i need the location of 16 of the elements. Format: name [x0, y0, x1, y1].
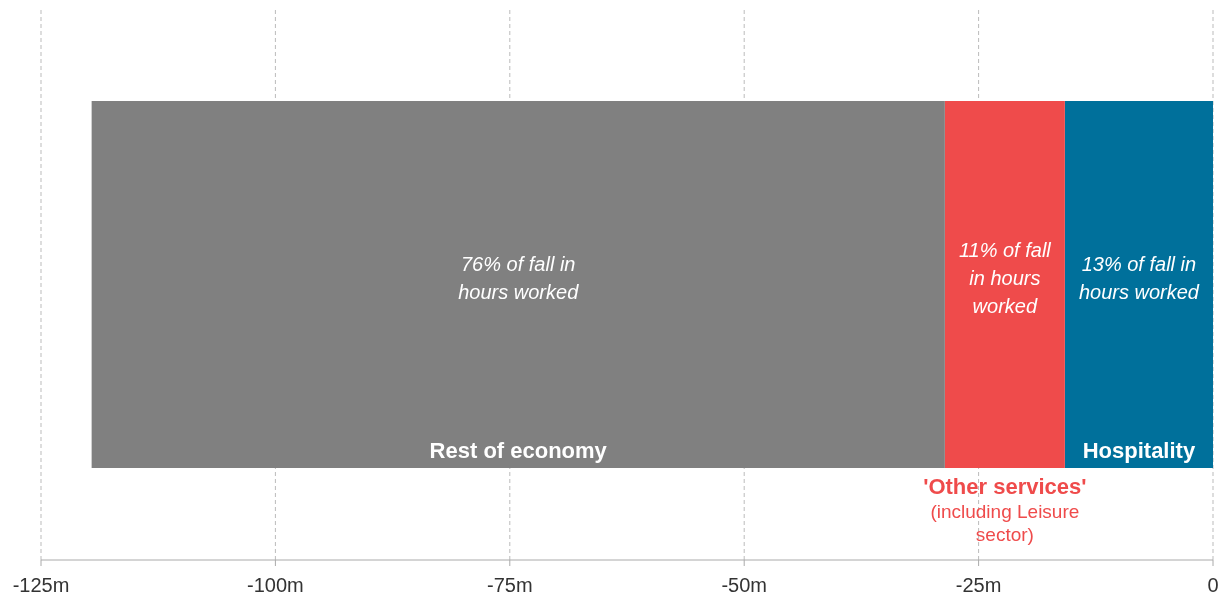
- annotation: 11% of fall in hours worked: [958, 238, 1052, 317]
- x-tick-label: -100m: [247, 574, 304, 596]
- x-tick-label: 0: [1207, 574, 1219, 596]
- bar: [91, 101, 945, 468]
- bar: [944, 101, 1065, 468]
- annotation: 13% of fall in hours worked: [1078, 252, 1200, 303]
- x-tick-label: -50m: [721, 574, 767, 596]
- bar: [1064, 101, 1213, 468]
- annotation: 76% of fall in hours worked: [458, 252, 580, 303]
- x-tick-label: -125m: [12, 574, 70, 596]
- annotation: (including Leisure sector): [930, 501, 1080, 545]
- series-label: Rest of economy: [429, 438, 608, 463]
- series-label: Hospitality: [1082, 438, 1196, 463]
- series-label: 'Other services': [923, 474, 1087, 499]
- x-tick-label: -25m: [955, 574, 1002, 596]
- x-tick-label: -75m: [487, 574, 533, 596]
